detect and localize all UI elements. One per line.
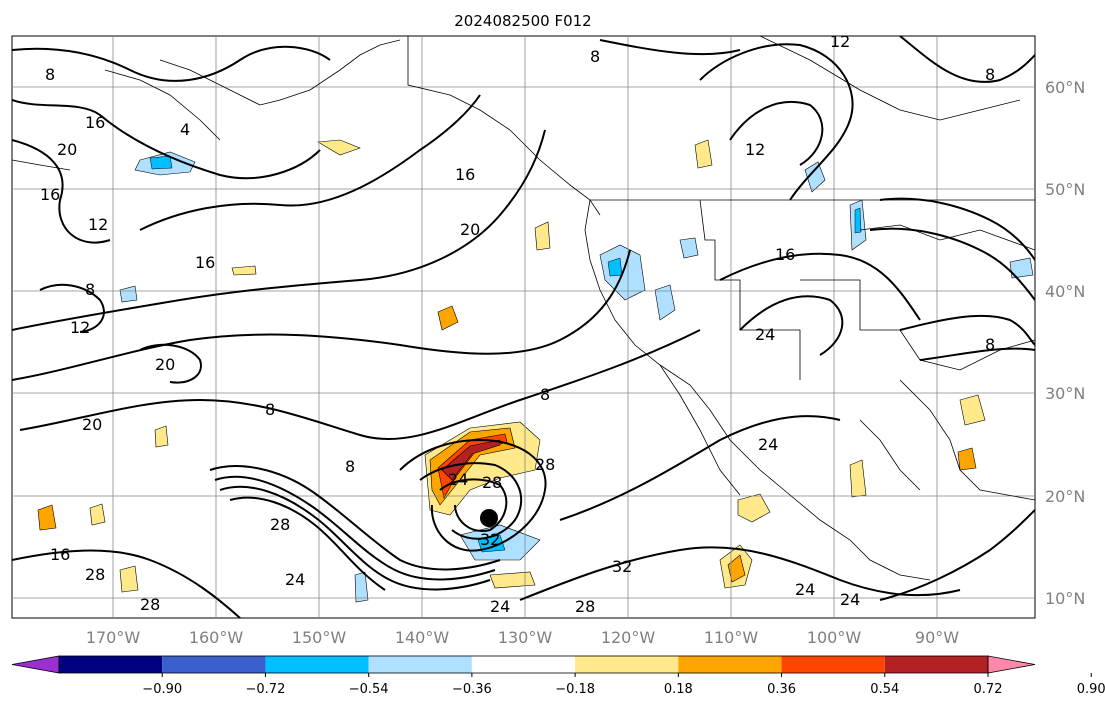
colorbar-extend-high (987, 655, 1036, 674)
map-frame (11, 35, 1036, 619)
contour-label: 24 (758, 435, 778, 454)
contour-label: 12 (70, 318, 90, 337)
lat-label: 60°N (1045, 78, 1085, 97)
longitude-labels: 170°W 160°W 150°W 140°W 130°W 120°W 110°… (86, 628, 959, 647)
contour-label: 24 (795, 580, 815, 599)
lat-label: 30°N (1045, 384, 1085, 403)
contour-label: 24 (285, 570, 305, 589)
lon-label: 100°W (807, 628, 862, 647)
colorbar-segment (368, 656, 472, 673)
colorbar-tick-label: −0.72 (246, 682, 286, 697)
storm-center-marker (480, 509, 498, 527)
colorbar-segment (265, 656, 369, 673)
contour-label: 24 (755, 325, 775, 344)
contour-label: 16 (85, 113, 105, 132)
contour-label: 28 (535, 455, 555, 474)
lat-label: 50°N (1045, 180, 1085, 199)
colorbar-segment (575, 656, 679, 673)
contour-label: 28 (140, 595, 160, 614)
contour-labels: 12 8 8 16 4 20 12 8 16 20 8 12 20 16 12 … (40, 32, 995, 616)
lon-label: 160°W (189, 628, 244, 647)
colorbar-tick-label: 0.36 (767, 682, 796, 697)
contour-label: 20 (57, 140, 77, 159)
contour-label: 4 (180, 120, 190, 139)
contour-label: 12 (88, 215, 108, 234)
lat-label: 20°N (1045, 487, 1085, 506)
colorbar-tick-label: −0.18 (555, 682, 595, 697)
colorbar-segment (471, 656, 576, 673)
colorbar-tick-label: 0.72 (974, 682, 1003, 697)
contour-label: 8 (345, 457, 355, 476)
colorbar: −0.90 −0.72 −0.54 −0.36 −0.18 0.18 0.36 0.54 0.7… (11, 655, 1105, 697)
colorbar-segment (884, 656, 988, 673)
colorbar-tick-label: −0.36 (452, 682, 492, 697)
contour-lines (12, 36, 1035, 618)
contour-label: 28 (482, 473, 502, 492)
graticule (12, 36, 1035, 618)
contour-label: 12 (745, 140, 765, 159)
lon-label: 120°W (601, 628, 656, 647)
contour-label: 24 (448, 470, 468, 489)
contour-label: 8 (540, 385, 550, 404)
contour-label: 16 (775, 245, 795, 264)
map-content (12, 36, 1035, 618)
colorbar-tick-label: 0.54 (870, 682, 899, 697)
lon-label: 150°W (292, 628, 347, 647)
contour-label: 8 (85, 280, 95, 299)
contour-label: 20 (155, 355, 175, 374)
lon-label: 170°W (86, 628, 141, 647)
colorbar-tick-label: −0.90 (142, 682, 182, 697)
contour-label: 16 (40, 185, 60, 204)
lat-label: 40°N (1045, 282, 1085, 301)
latitude-labels: 60°N 50°N 40°N 30°N 20°N 10°N (1045, 78, 1085, 608)
lon-label: 90°W (915, 628, 959, 647)
lon-label: 130°W (498, 628, 553, 647)
colorbar-extend-low (11, 655, 60, 674)
contour-label: 12 (830, 32, 850, 51)
contour-label: 16 (195, 253, 215, 272)
lon-label: 110°W (704, 628, 759, 647)
lon-label: 140°W (395, 628, 450, 647)
contour-label: 8 (985, 65, 995, 84)
contour-label: 20 (82, 415, 102, 434)
contour-label: 20 (460, 220, 480, 239)
coastlines (12, 36, 1035, 581)
lat-label: 10°N (1045, 589, 1085, 608)
contour-label: 8 (590, 47, 600, 66)
colorbar-segment (162, 656, 266, 673)
contour-label: 16 (455, 165, 475, 184)
colorbar-outline (58, 655, 989, 674)
contour-label: 8 (985, 335, 995, 354)
strong-negative-patches (149, 155, 862, 553)
colorbar-segment (678, 656, 782, 673)
contour-label: 8 (265, 400, 275, 419)
contour-label: 32 (612, 557, 632, 576)
contour-label: 28 (575, 597, 595, 616)
contour-label: 16 (50, 545, 70, 564)
colorbar-tick-label: −0.54 (349, 682, 389, 697)
colorbar-tick-label: 0.90 (1077, 682, 1105, 697)
contour-label: 8 (45, 65, 55, 84)
contour-label: 32 (480, 530, 500, 549)
contour-label: 24 (840, 590, 860, 609)
colorbar-tick-label: 0.18 (664, 682, 693, 697)
contour-label: 24 (490, 597, 510, 616)
colorbar-segment (781, 656, 885, 673)
map-title: 2024082500 F012 (454, 12, 591, 30)
colorbar-segment (59, 656, 163, 673)
contour-label: 28 (270, 515, 290, 534)
contour-label: 28 (85, 565, 105, 584)
